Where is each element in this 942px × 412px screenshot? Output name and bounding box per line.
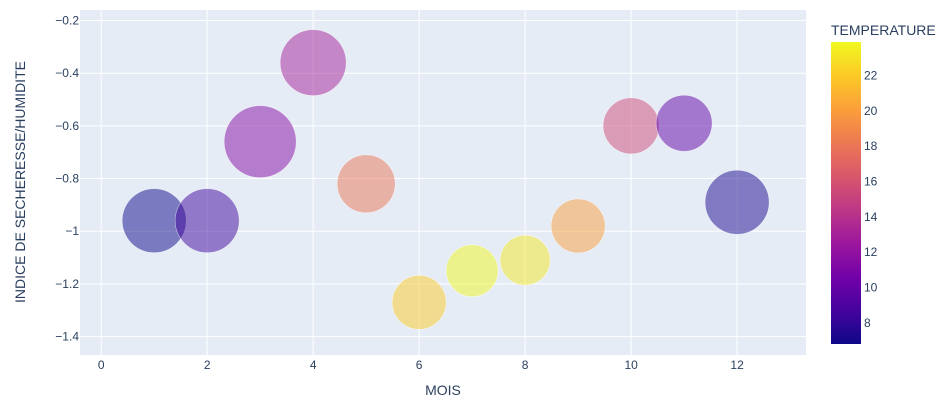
bubble-point	[336, 154, 396, 214]
x-tick-label: 0	[98, 358, 105, 372]
y-axis-ticks: −1.4 −1.2 −1 −0.8 −0.6 −0.4 −0.2	[55, 14, 79, 344]
bubble-point	[223, 105, 297, 178]
bubble-point	[655, 94, 713, 152]
bubble-point	[174, 188, 240, 253]
bubble-point	[704, 169, 770, 235]
x-tick-label: 12	[730, 358, 744, 372]
bubble-point	[391, 275, 447, 330]
colorbar-tick-label: 20	[864, 104, 878, 118]
y-tick-label: −1.2	[55, 277, 79, 291]
colorbar-tick-label: 18	[864, 139, 878, 153]
x-axis-title: MOIS	[425, 382, 461, 398]
x-tick-label: 2	[204, 358, 211, 372]
colorbar-tick-label: 12	[864, 245, 878, 259]
bubble-point	[550, 198, 606, 254]
bubble-point	[499, 234, 551, 286]
y-tick-label: −0.4	[55, 66, 79, 80]
y-tick-label: −0.2	[55, 14, 79, 28]
x-tick-label: 8	[522, 358, 529, 372]
colorbar	[831, 42, 861, 344]
y-axis-title: INDICE DE SECHERESSE/HUMIDITE	[12, 61, 28, 303]
x-axis-ticks: 0 2 4 6 8 10 12	[98, 358, 744, 372]
bubble-point	[279, 29, 347, 96]
colorbar-tick-label: 16	[864, 175, 878, 189]
y-tick-label: −0.8	[55, 172, 79, 186]
x-tick-label: 4	[310, 358, 317, 372]
colorbar-tick-label: 14	[864, 210, 878, 224]
bubble-layer	[121, 29, 770, 330]
x-tick-label: 10	[624, 358, 638, 372]
colorbar-tick-label: 10	[864, 280, 878, 294]
y-tick-label: −0.6	[55, 119, 79, 133]
bubble-point	[602, 97, 660, 155]
y-tick-label: −1	[65, 224, 79, 238]
colorbar-ticks: 8 10 12 14 16 18 20 22	[864, 69, 878, 330]
colorbar-tick-label: 8	[864, 316, 871, 330]
bubble-point	[445, 244, 499, 298]
y-tick-label: −1.4	[55, 330, 79, 344]
colorbar-tick-label: 22	[864, 69, 878, 83]
x-tick-label: 6	[416, 358, 423, 372]
colorbar-title: TEMPERATURE	[831, 22, 936, 38]
